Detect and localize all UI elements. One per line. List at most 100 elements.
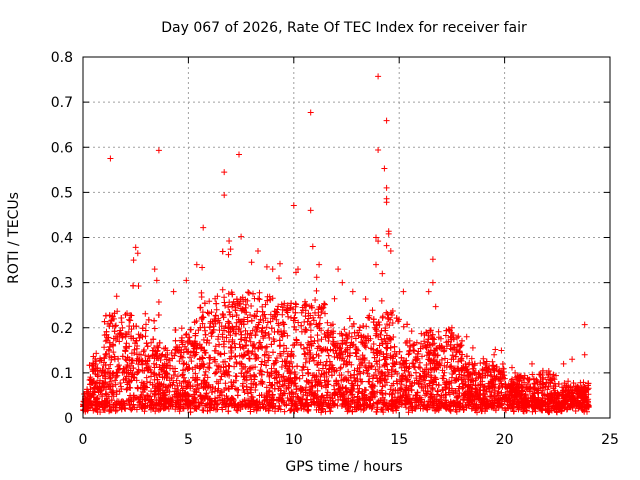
data-point [225,385,232,392]
data-point [500,374,506,381]
data-point [268,382,275,389]
data-point [466,402,473,409]
data-point [387,386,394,393]
data-point [120,365,127,372]
data-point [346,315,353,322]
data-point [379,390,386,397]
data-point [384,366,391,373]
data-point [307,380,313,386]
data-point [466,371,473,378]
data-point [208,330,215,337]
data-point [458,367,465,374]
data-point [207,354,214,361]
data-point [463,353,470,360]
data-point [220,314,227,321]
data-point [141,380,147,387]
data-point [402,357,408,364]
data-point [242,327,249,334]
data-point [323,392,330,399]
data-point [265,388,272,395]
data-point [266,387,273,394]
data-point [81,391,88,397]
data-point [333,380,340,387]
data-point [224,395,231,402]
data-point [313,373,320,380]
data-point [271,385,278,392]
data-point [312,297,319,303]
data-point [214,387,221,394]
data-point [260,317,267,324]
data-point [432,351,439,358]
data-point [312,309,318,316]
data-point [221,294,228,301]
data-point [363,367,370,374]
data-point [216,392,223,399]
data-point [392,368,399,375]
data-point [498,402,505,409]
data-point [477,360,484,367]
data-point [435,382,442,389]
data-point [167,398,174,405]
data-point [130,365,137,372]
data-point [318,304,325,311]
data-point [128,326,135,333]
data-point [348,380,355,387]
data-point [382,327,389,334]
data-point [275,303,282,310]
data-point [261,352,268,359]
data-point [330,347,337,354]
data-point [246,334,253,341]
data-point [169,355,176,362]
data-point [110,349,117,356]
data-point [414,350,421,357]
data-point [403,364,409,371]
data-point [194,374,201,381]
data-point [255,354,262,361]
data-point [264,319,271,326]
data-point [117,330,124,337]
data-point [263,324,270,331]
data-point [293,386,300,393]
data-point [488,389,495,396]
data-point [90,353,97,360]
data-point [321,377,328,384]
data-point [119,353,126,360]
data-point [402,386,409,393]
data-point [286,377,292,384]
data-point [127,392,134,399]
data-point [351,367,358,374]
data-point [306,386,313,393]
data-point [572,408,579,414]
data-point [522,399,529,406]
data-point [172,346,179,353]
data-point [502,395,509,402]
data-point [199,354,206,361]
data-point [110,342,117,349]
data-point [456,383,463,390]
data-point [216,341,223,348]
data-point [483,358,490,365]
data-point [219,248,226,255]
data-point [383,332,390,339]
data-point [113,373,120,380]
data-point [142,333,149,340]
data-point [440,387,447,394]
data-point [301,319,308,325]
data-point [94,373,101,380]
data-point [293,383,299,390]
data-point [199,264,206,271]
data-point [202,368,209,375]
data-point [506,397,512,404]
data-point [432,407,439,414]
data-point [547,377,554,384]
data-point [366,373,373,380]
data-point [556,392,563,399]
data-point [326,365,333,372]
data-point [222,380,229,387]
data-point [202,327,208,334]
data-point [186,379,193,385]
data-point [416,359,423,366]
data-point [446,378,453,385]
data-point [140,348,147,355]
data-point [491,373,498,380]
